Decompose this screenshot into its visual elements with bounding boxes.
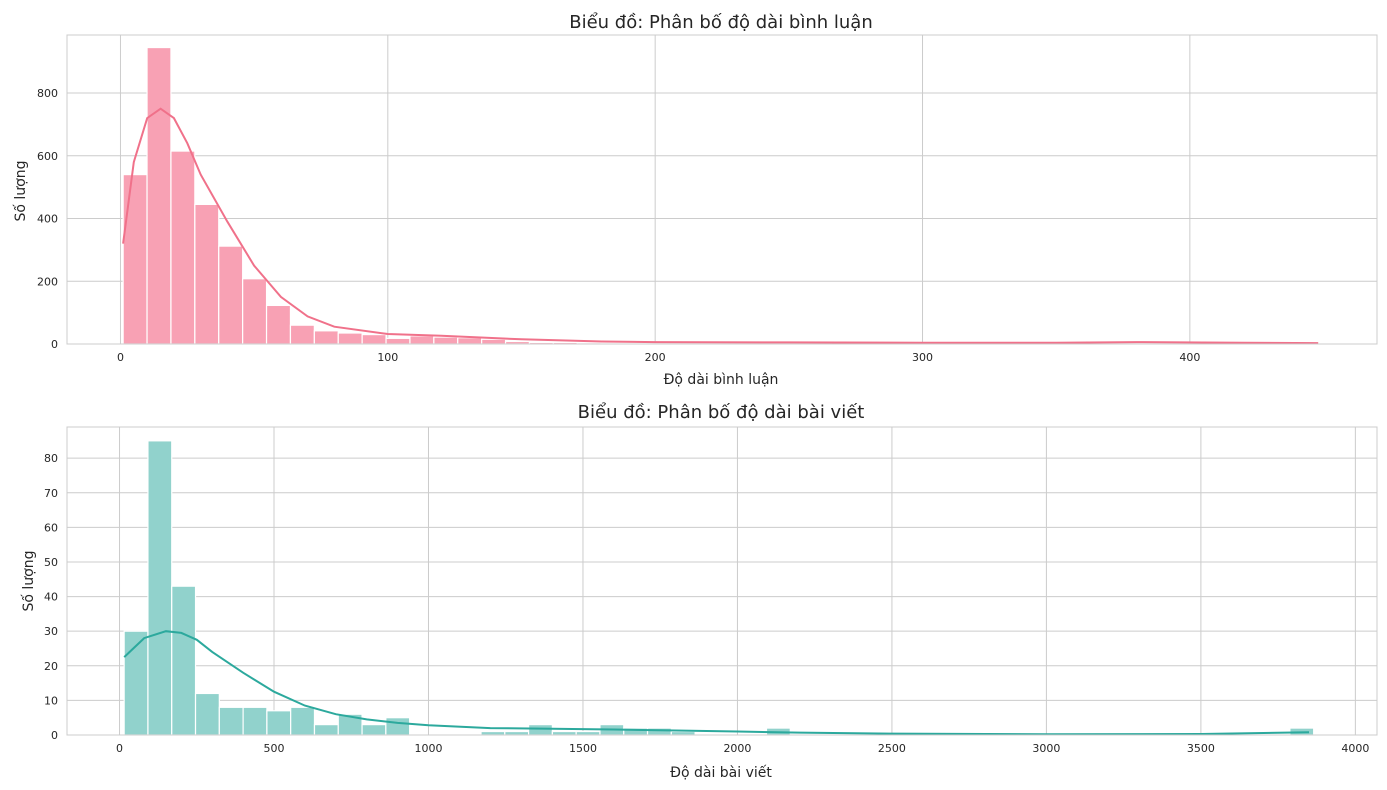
post-length-x-tick-label: 1500 [569, 742, 597, 755]
post-length-x-tick-label: 2500 [878, 742, 906, 755]
comment-length-y-tick-label: 400 [37, 213, 58, 226]
post-length-histogram-bar [504, 730, 530, 736]
post-length-histogram-bar [313, 724, 339, 736]
post-length-kde-line [123, 630, 1310, 736]
post-length-y-tick-label: 30 [44, 625, 58, 638]
post-length-histogram-bar [266, 710, 292, 736]
comment-length-x-ticks: 0 100 200 300 400 [117, 351, 1200, 364]
post-length-x-tick-label: 4000 [1341, 742, 1369, 755]
comment-length-kde-line [122, 107, 1319, 345]
post-length-y-tick-label: 50 [44, 556, 58, 569]
post-length-x-ticks: 0 500 1000 1500 2000 2500 3000 3500 4000 [116, 742, 1369, 755]
comment-length-histogram-bar [170, 150, 196, 345]
post-length-x-tick-label: 3000 [1032, 742, 1060, 755]
post-length-y-label: Số lượng [20, 551, 37, 612]
comment-length-x-tick-label: 400 [1179, 351, 1200, 364]
comment-length-histogram-bar [122, 173, 148, 345]
comment-length-y-label: Số lượng [12, 161, 29, 222]
post-length-y-tick-label: 20 [44, 660, 58, 673]
post-length-histogram-bar [670, 730, 696, 736]
comment-length-histogram-bar [337, 332, 363, 345]
post-length-title: Biểu đồ: Phân bố độ dài bài viết [578, 402, 865, 423]
post-length-histogram-bar [194, 692, 220, 736]
post-length-y-ticks: 0 10 20 30 40 50 60 70 80 [44, 452, 58, 742]
post-length-histogram-bar [218, 706, 244, 736]
post-length-histogram-bar [480, 730, 506, 736]
post-length-y-tick-label: 0 [51, 729, 58, 742]
post-length-histogram-bar [242, 706, 268, 736]
post-length-x-tick-label: 0 [116, 742, 123, 755]
comment-length-histogram-bar [409, 335, 435, 345]
post-length-histogram-bar [361, 724, 387, 736]
comment-length-x-tick-label: 200 [645, 351, 666, 364]
comment-length-title: Biểu đồ: Phân bố độ dài bình luận [569, 12, 873, 33]
comment-length-histogram-bar [481, 338, 507, 345]
post-length-x-tick-label: 2000 [723, 742, 751, 755]
comment-length-y-tick-label: 200 [37, 275, 58, 288]
post-length-y-tick-label: 40 [44, 591, 58, 604]
comment-length-histogram-bar [361, 333, 387, 345]
comment-length-histogram-bar [433, 336, 459, 345]
comment-length-x-tick-label: 300 [912, 351, 933, 364]
post-length-bars [123, 440, 1315, 736]
post-length-histogram-bar [551, 730, 577, 736]
post-length-grid [67, 427, 1377, 736]
comment-length-x-tick-label: 100 [377, 351, 398, 364]
comment-length-histogram-bar [194, 203, 220, 345]
comment-length-bars [122, 46, 1319, 345]
comment-length-y-tick-label: 0 [51, 338, 58, 351]
comment-length-histogram-bar [385, 337, 411, 345]
comment-length-histogram-bar [146, 46, 172, 345]
post-length-frame [66, 426, 1378, 736]
comment-length-histogram-bar [313, 330, 339, 345]
post-length-x-tick-label: 1000 [414, 742, 442, 755]
post-length-histogram-bar [385, 717, 411, 736]
comment-length-subplot: 0 100 200 300 400 0 200 400 600 800 Biểu đồ: Phâ… [12, 12, 1378, 388]
post-length-y-tick-label: 10 [44, 694, 58, 707]
comment-length-y-tick-label: 800 [37, 87, 58, 100]
post-length-y-tick-label: 60 [44, 521, 58, 534]
comment-length-x-label: Độ dài bình luận [664, 372, 779, 388]
post-length-histogram-bar [575, 730, 601, 736]
post-length-histogram-bar [171, 585, 197, 736]
comment-length-x-tick-label: 0 [117, 351, 124, 364]
post-length-x-tick-label: 500 [264, 742, 285, 755]
comment-length-histogram-bar [457, 337, 483, 345]
post-length-histogram-bar [147, 440, 173, 736]
post-length-x-label: Độ dài bài viết [670, 764, 772, 781]
comment-length-histogram-bar [242, 278, 268, 345]
post-length-subplot: 0 500 1000 1500 2000 2500 3000 3500 4000 0 10 20 30… [20, 402, 1378, 781]
comment-length-histogram-bar [289, 324, 315, 345]
post-length-histogram-bar [290, 706, 316, 736]
comment-length-frame [66, 34, 1378, 345]
comment-length-y-tick-label: 600 [37, 150, 58, 163]
post-length-x-tick-label: 3500 [1187, 742, 1215, 755]
post-length-y-tick-label: 80 [44, 452, 58, 465]
comment-length-histogram-bar [265, 304, 292, 345]
comment-length-y-ticks: 0 200 400 600 800 [37, 87, 58, 351]
post-length-histogram-bar [527, 724, 553, 736]
comment-length-histogram-bar [218, 245, 244, 345]
post-length-y-tick-label: 70 [44, 487, 58, 500]
